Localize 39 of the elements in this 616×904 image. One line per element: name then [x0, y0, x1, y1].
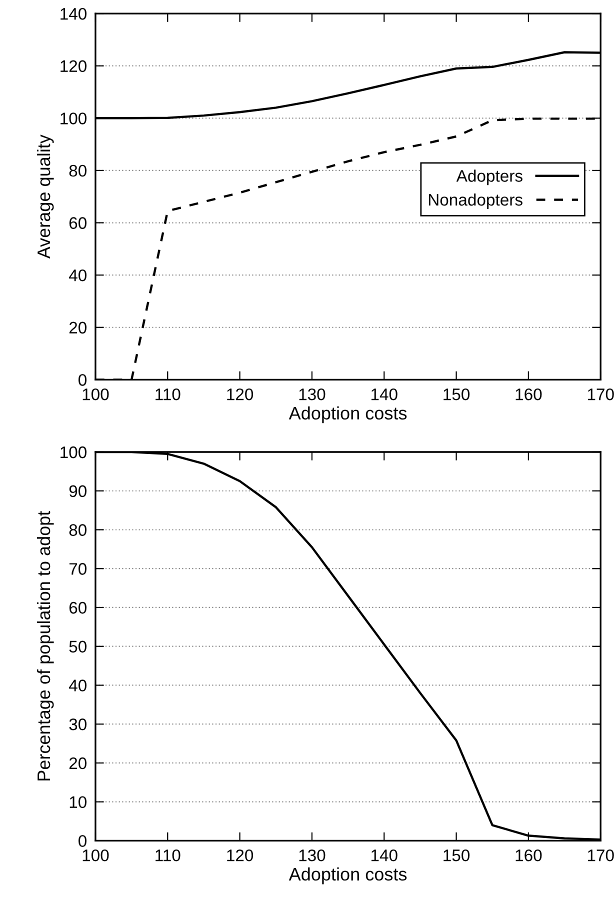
y-tick-label: 60	[69, 217, 86, 229]
x-tick-label: 150	[444, 849, 470, 862]
x-tick-label: 140	[371, 388, 398, 400]
y-tick-label: 100	[60, 446, 86, 458]
x-tick-label: 160	[516, 388, 542, 400]
y-tick-label: 100	[60, 112, 86, 124]
x-tick-label: 110	[156, 388, 180, 400]
y-tick-label: 0	[78, 835, 86, 847]
y-tick-label: 60	[69, 602, 86, 614]
y-tick-label: 50	[69, 640, 86, 653]
y-tick-label: 20	[69, 322, 86, 334]
y-tick-label: 10	[70, 796, 86, 808]
x-tick-label: 110	[156, 849, 180, 862]
y-tick-label: 140	[60, 8, 86, 20]
y-tick-label: 120	[60, 60, 86, 72]
y-tick-label: 40	[68, 680, 86, 692]
y-tick-label: 80	[69, 164, 86, 177]
x-tick-label: 160	[516, 849, 542, 862]
x-tick-label: 170	[588, 388, 614, 400]
y-axis-title: Percentage of population to adopt	[36, 510, 54, 780]
y-tick-label: 90	[69, 485, 86, 498]
x-tick-label: 140	[371, 849, 398, 862]
y-tick-label: 40	[68, 269, 86, 282]
x-axis-title: Adoption costs	[288, 867, 407, 884]
legend-label: Adopters	[456, 170, 522, 186]
x-tick-label: 150	[444, 388, 470, 400]
y-tick-label: 30	[69, 718, 86, 730]
x-tick-label: 170	[588, 849, 614, 862]
legend-label: Nonadopters	[428, 193, 522, 209]
y-tick-label: 80	[69, 524, 86, 536]
y-tick-label: 20	[69, 757, 86, 770]
y-axis-title: Average quality	[36, 134, 54, 259]
y-tick-label: 70	[69, 563, 86, 575]
x-tick-label: 130	[299, 388, 326, 400]
x-tick-label: 120	[227, 388, 254, 400]
x-tick-label: 130	[299, 849, 326, 862]
x-tick-label: 120	[227, 849, 254, 862]
x-axis-title: Adoption costs	[288, 406, 407, 424]
y-tick-label: 0	[78, 374, 86, 386]
